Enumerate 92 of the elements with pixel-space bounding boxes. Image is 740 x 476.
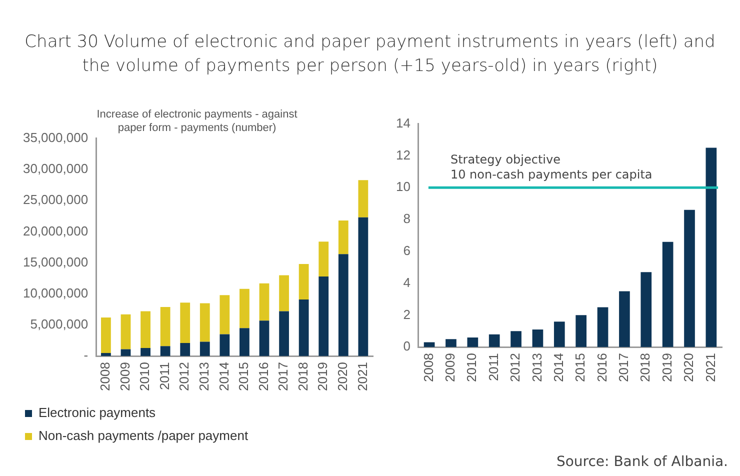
y-tick-label: 4 [403,274,410,290]
bar [554,322,565,348]
x-tick-label: 2011 [156,362,172,390]
bar [101,318,111,353]
bar [424,342,435,348]
x-tick-label: 2010 [464,353,480,382]
bar [446,339,456,348]
x-tick-label: 2010 [137,362,152,391]
y-tick-label: 10 [396,179,410,194]
bar [120,349,131,356]
bar [358,180,368,218]
x-tick-label: 2013 [529,353,544,382]
y-tick-label: 35,000,000 [22,130,88,145]
bar [488,334,500,348]
x-tick-label: 2008 [98,362,113,391]
x-tick-label: 2015 [572,353,588,382]
x-tick-label: 2017 [276,362,291,391]
bar [706,148,717,348]
x-tick-label: 2009 [442,353,458,382]
bar [338,254,348,356]
bar [140,311,150,348]
x-tick-label: 2009 [117,362,132,391]
bar [140,348,150,356]
y-tick-label: 15,000,000 [22,254,88,270]
bar [240,288,250,328]
legend-label: Non-cash payments /paper payment [38,428,248,444]
x-tick-label: 2019 [315,362,330,391]
bar [662,242,674,348]
y-tick-label: 2 [403,306,410,322]
bar [120,314,131,350]
bar [200,342,210,356]
bar [180,302,190,344]
x-tick-label: 2011 [486,353,501,382]
bar [220,295,230,334]
legend-label: Electronic payments [38,405,156,420]
y-tick-label: 14 [396,115,410,130]
y-tick-label: 20,000,000 [22,223,88,238]
bar [259,320,270,356]
x-tick-label: 2012 [176,362,192,391]
y-tick-label: 6 [403,242,410,258]
bar [160,306,170,346]
bar [510,331,522,348]
x-tick-label: 2015 [236,362,252,391]
x-tick-label: 2016 [594,353,610,382]
bar [467,338,478,348]
bar [180,343,190,356]
bar [220,334,230,356]
bar [160,346,170,356]
x-tick-label: 2016 [256,362,271,391]
bar [619,291,630,348]
bar [101,352,111,356]
bar [358,217,368,356]
y-tick-label: 0 [403,338,410,354]
bar [338,220,348,254]
bar [684,210,695,348]
x-tick-label: 2013 [196,362,212,391]
x-tick-label: 2017 [616,353,632,382]
chart-title: Chart 30 Volume of electronic and paper payment instruments in years (left) and the volume of payments per person (+15 years-old) in years (right) [24,31,716,78]
bar [240,328,250,356]
x-tick-label: 2014 [216,362,232,391]
x-tick-label: 2014 [550,353,566,382]
y-tick-label: 30,000,000 [22,161,88,176]
y-tick-label: 5,000,000 [30,316,88,332]
x-tick-label: 2012 [508,353,523,382]
bar [298,299,309,356]
y-tick-label: 12 [396,147,410,162]
y-tick-label: - [84,348,88,363]
bar [640,272,652,348]
x-tick-label: 2008 [420,353,436,382]
bar [318,242,329,276]
x-tick-label: 2021 [702,353,718,382]
source-note: Source: Bank of Albania. [556,454,728,470]
x-tick-label: 2019 [659,353,674,382]
bar [576,315,587,348]
bar [532,330,544,348]
x-tick-label: 2020 [334,362,350,391]
chart-subtitle: Increase of electronic payments - against paper form - payments (number) [96,108,298,134]
bar [298,264,309,300]
x-tick-label: 2018 [295,362,310,391]
x-tick-label: 2020 [681,353,696,382]
ref-line-label: Strategy objective 10 non-cash payments per capita [450,152,652,182]
bar [200,303,210,342]
y-tick-label: 8 [403,211,410,226]
bar [318,276,329,356]
y-tick-label: 25,000,000 [22,192,88,208]
bar [279,311,289,356]
y-tick-label: 10,000,000 [22,285,88,300]
bar [597,307,608,348]
x-tick-label: 2021 [354,362,370,391]
x-tick-label: 2018 [638,353,653,382]
bar [279,275,289,312]
bar [259,283,270,321]
